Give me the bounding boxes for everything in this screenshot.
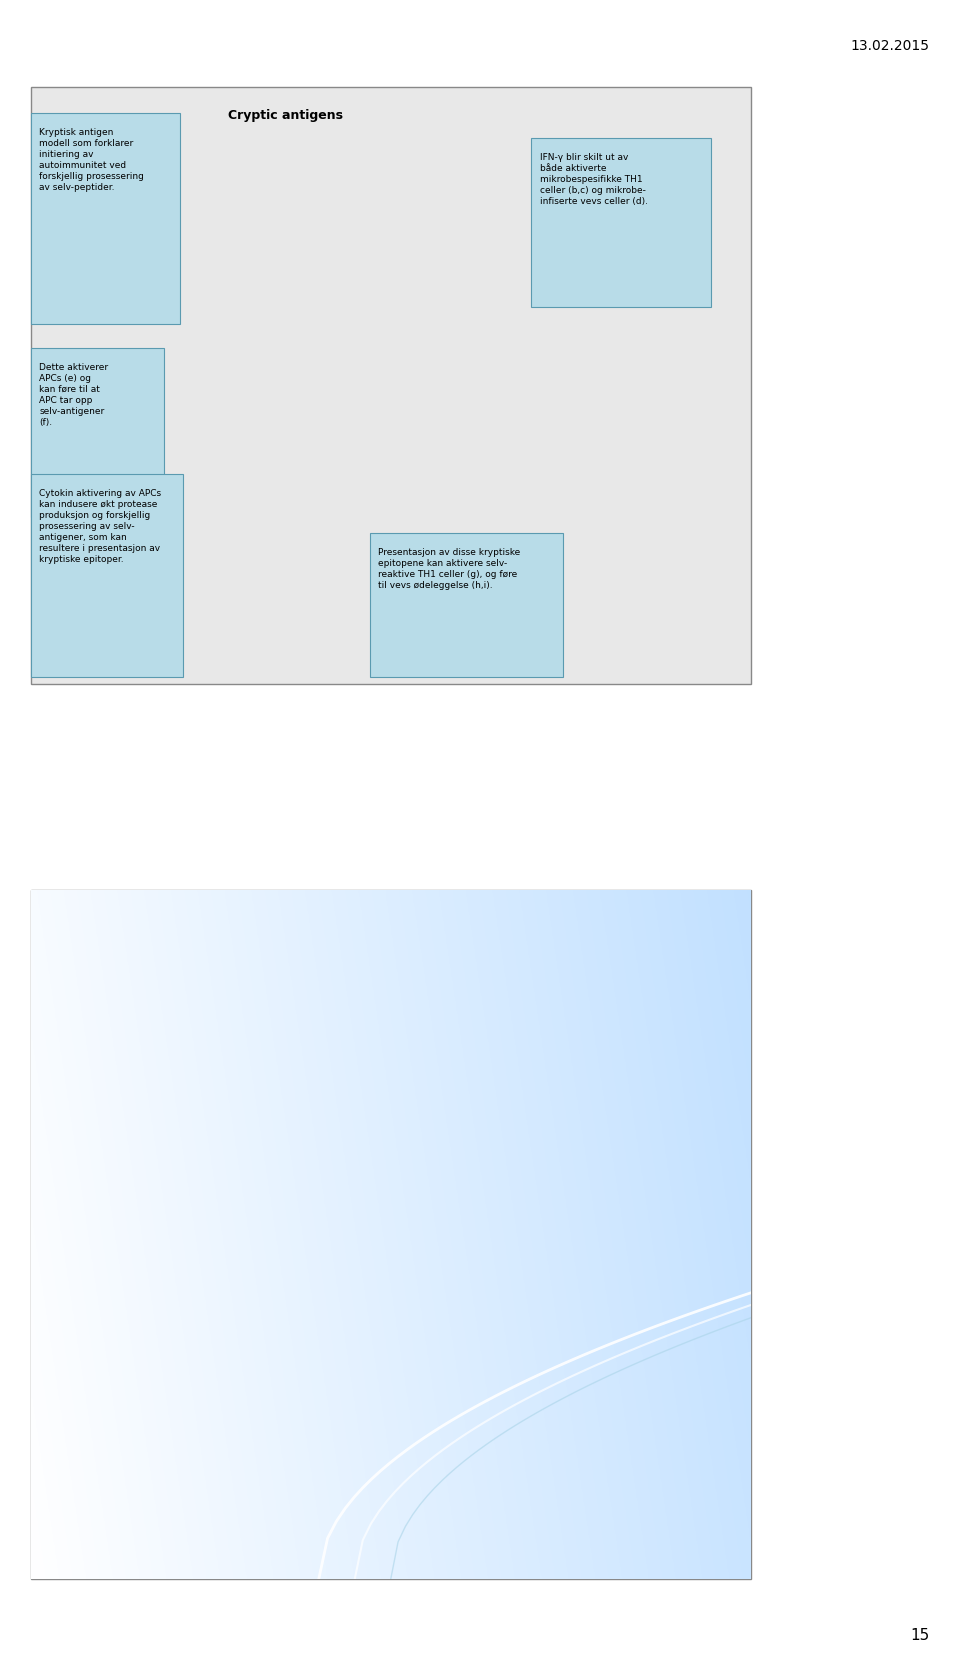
Text: Cryptic antigens: Cryptic antigens	[228, 109, 344, 123]
Text: Kawasaki disease: Kawasaki disease	[94, 1272, 198, 1285]
Text: •: •	[55, 1247, 63, 1262]
Text: •: •	[55, 1084, 63, 1099]
Text: Presentasjon av disse kryptiske
epitopene kan aktivere selv-
reaktive TH1 celler: Presentasjon av disse kryptiske epitopen…	[378, 548, 520, 590]
Text: 13.02.2015: 13.02.2015	[851, 39, 929, 52]
Text: Diabetes mellitus: Diabetes mellitus	[94, 1312, 198, 1326]
Text: Dette aktiverer
APCs (e) og
kan føre til at
APC tar opp
selv-antigener
(f).: Dette aktiverer APCs (e) og kan føre til…	[39, 363, 108, 427]
Text: •: •	[55, 1132, 63, 1147]
Text: •: •	[36, 978, 47, 996]
Text: •: •	[77, 1292, 84, 1305]
FancyBboxPatch shape	[531, 138, 711, 307]
Text: Eksempler på superantigener inkluderer:: Eksempler på superantigener inkluderer:	[72, 1132, 373, 1149]
FancyBboxPatch shape	[370, 533, 563, 677]
Text: Autoimmune sykdommer assosiert med superantigen aktivering:: Autoimmune sykdommer assosiert med super…	[72, 1247, 551, 1262]
Text: Superantigener: Superantigener	[53, 978, 219, 996]
FancyBboxPatch shape	[31, 87, 751, 684]
Text: 15: 15	[910, 1628, 929, 1643]
Text: Staphylococcal enterotoxins (mat forgiftning): Staphylococcal enterotoxins (mat forgift…	[94, 1158, 362, 1171]
Text: •: •	[77, 1312, 84, 1326]
Text: •: •	[77, 1198, 84, 1211]
Text: •: •	[77, 1272, 84, 1285]
FancyBboxPatch shape	[31, 113, 180, 324]
Text: •: •	[55, 1020, 63, 1035]
Text: Rheumatoid arthritis: Rheumatoid arthritis	[94, 1292, 217, 1305]
Text: •: •	[77, 1218, 84, 1231]
Text: B celle aktivering uten T celle hjelp: B celle aktivering uten T celle hjelp	[65, 921, 423, 939]
Text: Disse cytokinene kan aktivere B celler uten co-
stimulerings signal fra T celler: Disse cytokinene kan aktivere B celler u…	[72, 1084, 418, 1117]
Text: Staphylococcal exfoliating toxins (scalded skin syndrom): Staphylococcal exfoliating toxins (scald…	[94, 1198, 429, 1211]
Text: hyper aktivering av immun systemet og følgende
frigjøring av biologisk aktive cy: hyper aktivering av immun systemet og fø…	[72, 1020, 463, 1072]
Text: •: •	[77, 1178, 84, 1191]
Text: Kryptisk antigen
modell som forklarer
initiering av
autoimmunitet ved
forskjelli: Kryptisk antigen modell som forklarer in…	[39, 128, 144, 192]
Text: Streptococcal pyrogenic exotoxins (shock).: Streptococcal pyrogenic exotoxins (shock…	[94, 1218, 348, 1231]
Text: •: •	[77, 1158, 84, 1171]
Text: Staphylococcal toxic shock toxin (toxic shock syndrom): Staphylococcal toxic shock toxin (toxic …	[94, 1178, 420, 1191]
Text: Cytokin aktivering av APCs
kan indusere økt protease
produksjon og forskjellig
p: Cytokin aktivering av APCs kan indusere …	[39, 489, 161, 564]
FancyBboxPatch shape	[31, 474, 183, 677]
FancyBboxPatch shape	[31, 348, 164, 517]
Text: IFN-γ blir skilt ut av
både aktiverte
mikrobespesifikke TH1
celler (b,c) og mikr: IFN-γ blir skilt ut av både aktiverte mi…	[540, 153, 648, 207]
